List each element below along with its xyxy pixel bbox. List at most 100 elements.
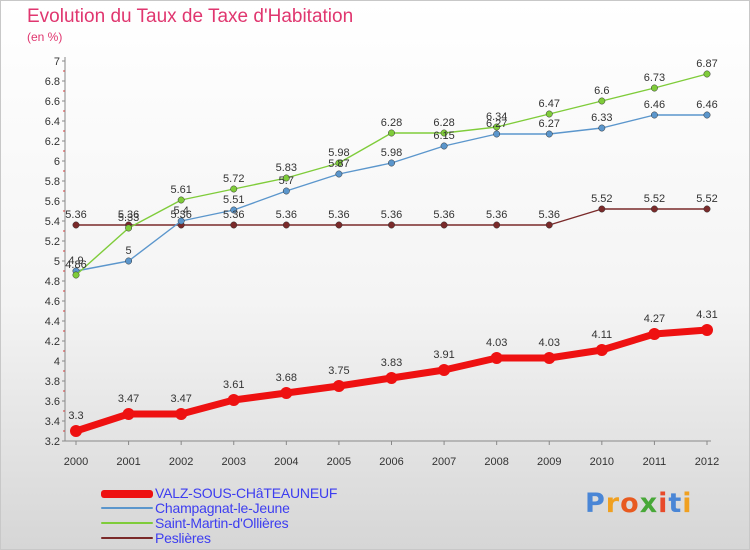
data-label: 3.61 xyxy=(223,379,244,391)
data-label: 6.15 xyxy=(433,130,454,142)
y-tick-label: 5.8 xyxy=(45,176,60,188)
y-tick-label: 5.4 xyxy=(45,216,60,228)
legend-label-valz: VALZ-SOUS-CHâTEAUNEUF xyxy=(155,485,338,501)
y-tick-label: 6 xyxy=(54,156,60,168)
data-point xyxy=(335,170,343,178)
data-label: 5.36 xyxy=(170,209,191,221)
data-point xyxy=(703,111,711,119)
data-point xyxy=(701,324,713,336)
data-label: 4.86 xyxy=(65,259,86,271)
y-tick-label: 6.2 xyxy=(45,136,60,148)
data-point xyxy=(175,408,188,420)
data-point xyxy=(493,123,501,131)
proxiti-logo: Proxiti xyxy=(585,488,693,519)
data-point xyxy=(598,97,606,105)
legend-swatch-valz xyxy=(101,490,153,498)
x-tick-label: 2001 xyxy=(116,456,140,468)
data-label: 5.51 xyxy=(223,194,244,206)
data-label: 5.36 xyxy=(539,209,560,221)
data-point xyxy=(388,221,395,229)
data-label: 5.98 xyxy=(381,147,402,159)
data-point xyxy=(440,129,448,137)
data-point xyxy=(280,387,293,399)
x-tick-label: 2008 xyxy=(484,456,508,468)
data-label: 5.36 xyxy=(328,209,349,221)
data-point xyxy=(650,84,658,92)
legend-swatch-saint-martin xyxy=(101,522,153,524)
logo-letter: x xyxy=(639,488,659,519)
data-point xyxy=(335,221,343,229)
legend-label-champagnat: Champagnat-le-Jeune xyxy=(155,500,290,516)
data-label: 5.36 xyxy=(381,209,402,221)
data-label: 5.98 xyxy=(328,147,349,159)
data-label: 3.47 xyxy=(170,393,191,405)
data-point xyxy=(227,394,240,406)
data-label: 5.52 xyxy=(591,193,612,205)
y-tick-label: 4 xyxy=(54,356,60,368)
x-tick-label: 2012 xyxy=(695,456,719,468)
data-point xyxy=(598,124,606,132)
logo-letter: i xyxy=(682,488,693,519)
data-point xyxy=(440,221,448,229)
data-point xyxy=(703,70,711,78)
data-point xyxy=(177,196,185,204)
data-label: 6.28 xyxy=(381,117,402,129)
y-tick-label: 3.4 xyxy=(45,416,60,428)
x-tick-label: 2009 xyxy=(537,456,561,468)
chart-title: Evolution du Taux de Taxe d'Habitation xyxy=(27,6,354,27)
data-point xyxy=(385,372,398,384)
unit-label: (en %) xyxy=(27,30,63,44)
logo-letter: o xyxy=(620,488,640,519)
data-point xyxy=(125,224,133,232)
data-point xyxy=(70,425,82,437)
data-label: 4.03 xyxy=(539,337,560,349)
y-tick-label: 4.8 xyxy=(45,276,60,288)
data-point xyxy=(440,142,448,150)
data-label: 5 xyxy=(126,245,132,257)
data-point xyxy=(598,205,606,213)
y-tick-label: 5.2 xyxy=(45,236,60,248)
data-label: 5.36 xyxy=(65,209,86,221)
x-tick-label: 2003 xyxy=(222,456,246,468)
data-label: 3.68 xyxy=(276,372,297,384)
legend-label-saint-martin: Saint-Martin-d'Ollières xyxy=(155,515,289,531)
data-point xyxy=(72,271,80,279)
logo-letter: P xyxy=(585,488,606,519)
legend-swatch-peslieres xyxy=(101,537,153,539)
data-label: 6.46 xyxy=(696,99,717,111)
data-label: 6.47 xyxy=(539,98,560,110)
data-label: 5.61 xyxy=(170,184,191,196)
data-label: 4.9 xyxy=(68,255,83,267)
data-label: 6.46 xyxy=(644,99,665,111)
data-label: 6.73 xyxy=(644,72,665,84)
data-label: 5.83 xyxy=(276,162,297,174)
data-point xyxy=(388,129,395,137)
data-label: 6.87 xyxy=(696,58,717,70)
data-labels: 5.36 5.36 5.36 5.36 5.36 5.36 5.36 5.36 5.36 5.36… xyxy=(65,58,717,422)
y-tick-label: 5.6 xyxy=(45,196,60,208)
data-label: 5.52 xyxy=(644,193,665,205)
x-tick-label: 2007 xyxy=(432,456,456,468)
data-point xyxy=(388,159,395,167)
data-label: 3.3 xyxy=(68,410,83,422)
y-tick-label: 7 xyxy=(54,56,60,68)
data-label: 5.36 xyxy=(276,209,297,221)
x-tick-label: 2006 xyxy=(379,456,403,468)
data-point xyxy=(493,130,501,138)
data-label: 3.91 xyxy=(433,349,454,361)
data-point xyxy=(282,174,290,182)
data-point xyxy=(545,110,553,118)
data-point xyxy=(650,111,658,119)
data-point xyxy=(332,380,345,392)
y-tick-label: 3.8 xyxy=(45,376,60,388)
data-point xyxy=(438,364,451,376)
data-point xyxy=(543,352,556,364)
data-label: 4.03 xyxy=(486,337,507,349)
data-label: 3.75 xyxy=(328,365,349,377)
series-line-2 xyxy=(75,73,708,276)
data-point xyxy=(125,257,133,265)
data-label: 6.34 xyxy=(486,111,507,123)
x-tick-label: 2011 xyxy=(643,456,667,468)
logo-letter: i xyxy=(658,488,669,519)
